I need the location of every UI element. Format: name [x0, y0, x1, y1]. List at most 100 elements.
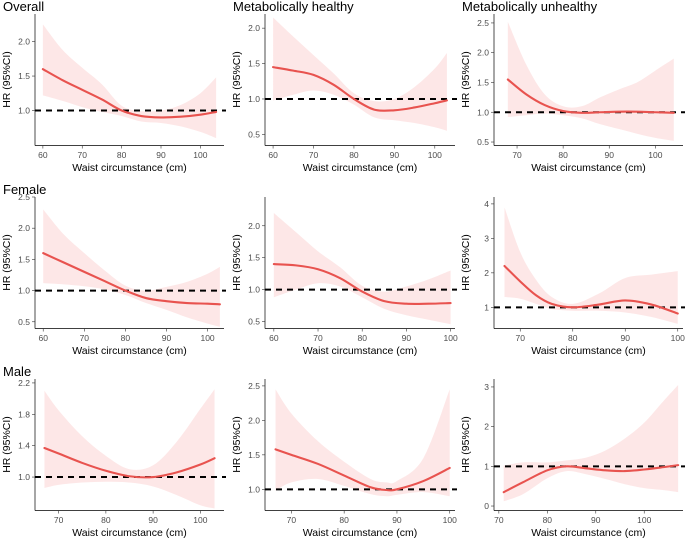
ci-band [273, 212, 451, 325]
y-tick-label: 1 [484, 461, 489, 471]
y-axis-label: HR (95%CI) [460, 51, 472, 108]
y-tick-label: 2.0 [248, 415, 260, 425]
x-tick-label: 60 [38, 150, 48, 160]
x-axis-label: Waist circumstance (cm) [531, 345, 646, 357]
x-axis-label: Waist circumstance (cm) [303, 345, 418, 357]
ci-band [42, 24, 217, 139]
x-tick-label: 80 [339, 515, 349, 525]
x-tick-label: 100 [637, 515, 651, 525]
y-axis-label: HR (95%CI) [460, 234, 472, 291]
hr-curve [272, 66, 448, 112]
panel-title: Metabolically healthy [233, 0, 354, 14]
y-tick-label: 0.5 [248, 317, 260, 327]
x-tick-label: 80 [117, 150, 127, 160]
panel-title: Metabolically unhealthy [462, 0, 598, 14]
x-tick-label: 80 [558, 150, 568, 160]
x-tick-label: 90 [402, 333, 412, 343]
x-axis-label: Waist circumstance (cm) [303, 527, 418, 539]
y-tick-label: 1.5 [18, 254, 30, 264]
y-tick-label: 2 [484, 422, 489, 432]
y-tick-label: 2.5 [477, 18, 489, 28]
y-tick-label: 1.5 [248, 59, 260, 69]
y-tick-label: 0.5 [18, 317, 30, 327]
x-axis-label: Waist circumstance (cm) [72, 527, 187, 539]
x-axis-label: Waist circumstance (cm) [303, 162, 418, 174]
x-tick-label: 70 [309, 150, 319, 160]
hr-curve [274, 448, 451, 492]
x-tick-label: 60 [269, 333, 279, 343]
x-tick-label: 100 [671, 333, 685, 343]
x-tick-label: 90 [148, 515, 158, 525]
y-axis-label: HR (95%CI) [1, 416, 13, 473]
x-tick-label: 100 [193, 150, 207, 160]
x-tick-label: 70 [80, 333, 90, 343]
x-tick-label: 90 [392, 515, 402, 525]
y-tick-label: 1.5 [248, 450, 260, 460]
x-tick-label: 60 [38, 333, 48, 343]
ci-band [507, 21, 674, 141]
y-tick-label: 1 [484, 302, 489, 312]
x-tick-label: 80 [121, 333, 131, 343]
y-tick-label: 2.5 [248, 381, 260, 391]
panel-1: 1.0 1.5 2.0 60 70 80 90 100 Waist circumstance (… [1, 0, 226, 174]
ci-band [275, 389, 450, 497]
y-tick-label: 1.0 [248, 285, 260, 295]
y-tick-label: 1.0 [248, 94, 260, 104]
y-tick-label: 2.2 [18, 378, 30, 388]
panel-9: 0 1 2 3 70 80 90 100 Waist circumstance (cm) HR (… [460, 379, 685, 539]
x-tick-label: 100 [443, 515, 457, 525]
y-tick-label: 0 [484, 501, 489, 511]
panel-8: 1.0 1.5 2.0 2.5 70 80 90 100 Waist circumstance … [231, 379, 457, 539]
y-tick-label: 1.5 [477, 77, 489, 87]
x-tick-label: 90 [390, 150, 400, 160]
x-tick-label: 70 [287, 515, 297, 525]
panel-5: 0.5 1.0 1.5 2.0 60 70 80 90 100 Waist circumstanc… [231, 197, 458, 357]
x-axis-label: Waist circumstance (cm) [531, 527, 646, 539]
hr-curve [42, 252, 221, 306]
y-tick-label: 2 [484, 268, 489, 278]
x-tick-label: 90 [605, 150, 615, 160]
x-tick-label: 80 [568, 333, 578, 343]
y-tick-label: 2.0 [477, 48, 489, 58]
hr-curve [506, 78, 675, 114]
panel-title: Female [3, 182, 46, 197]
y-tick-label: 0.5 [248, 129, 260, 139]
x-tick-label: 100 [200, 333, 214, 343]
y-axis-label: HR (95%CI) [231, 51, 243, 108]
x-tick-label: 100 [428, 150, 442, 160]
y-axis-label: HR (95%CI) [1, 234, 13, 291]
y-axis-label: HR (95%CI) [231, 416, 243, 473]
y-tick-label: 1.4 [18, 441, 30, 451]
panel-6: 1 2 3 4 70 80 90 100 Waist circumstance (cm) HR (… [460, 197, 685, 357]
y-tick-label: 1.5 [18, 71, 30, 81]
y-tick-label: 2.0 [248, 221, 260, 231]
y-tick-label: 1.8 [18, 409, 30, 419]
y-tick-label: 3 [484, 233, 489, 243]
x-tick-label: 80 [101, 515, 111, 525]
x-tick-label: 100 [193, 515, 207, 525]
x-tick-label: 70 [512, 150, 522, 160]
x-tick-label: 70 [494, 515, 504, 525]
x-tick-label: 70 [54, 515, 64, 525]
x-tick-label: 90 [162, 333, 172, 343]
hr-curve [503, 264, 679, 315]
y-axis-label: HR (95%CI) [231, 234, 243, 291]
ci-band [44, 389, 215, 509]
x-tick-label: 80 [543, 515, 553, 525]
x-axis-label: Waist circumstance (cm) [531, 162, 646, 174]
ci-band [504, 207, 678, 324]
y-tick-label: 1.0 [18, 106, 30, 116]
y-tick-label: 4 [484, 199, 489, 209]
hr-curve [43, 446, 216, 479]
y-tick-label: 2.5 [18, 192, 30, 202]
hr-curve [272, 263, 452, 305]
y-tick-label: 1.0 [477, 107, 489, 117]
panel-title: Overall [3, 0, 44, 14]
x-tick-label: 80 [349, 150, 359, 160]
x-tick-label: 90 [591, 515, 601, 525]
x-axis-label: Waist circumstance (cm) [72, 162, 187, 174]
hr-curve [41, 68, 218, 119]
x-tick-label: 100 [648, 150, 662, 160]
